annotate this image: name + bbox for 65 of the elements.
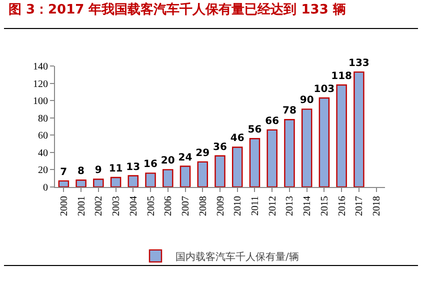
y-tick-label: 60 (38, 130, 48, 142)
bar (76, 179, 86, 187)
data-label: 13 (126, 162, 140, 173)
data-label: 56 (248, 124, 262, 136)
bar (301, 108, 312, 187)
bar (180, 166, 191, 187)
x-tick-label: 2011 (250, 196, 261, 216)
data-label: 16 (144, 159, 158, 170)
x-tick-label: 2004 (128, 196, 140, 216)
data-label: 11 (108, 163, 123, 174)
data-label: 103 (314, 84, 335, 95)
bar (284, 118, 295, 187)
x-tick-label: 2018 (372, 196, 383, 216)
y-tick-label: 140 (33, 62, 48, 72)
legend-label: 国内载客汽车千人保有量/辆 (176, 250, 299, 263)
bar (110, 176, 122, 187)
data-label: 20 (160, 156, 175, 167)
bar (58, 180, 70, 187)
bar (354, 71, 364, 187)
x-tick-label: 2015 (319, 196, 330, 216)
x-tick-label: 2008 (198, 196, 209, 216)
chart-title: 图 3：2017 年我国载客汽车千人保有量已经达到 133 辆 (8, 1, 346, 18)
y-tick-label: 120 (33, 78, 48, 90)
data-label: 7 (60, 166, 68, 178)
bar (128, 175, 139, 187)
x-tick-label: 2017 (354, 196, 366, 216)
data-label: 8 (78, 166, 85, 178)
x-tick-label: 2010 (232, 196, 244, 216)
x-tick-label: 2006 (163, 196, 174, 216)
y-tick-label: 80 (38, 113, 48, 124)
data-label: 118 (331, 71, 352, 82)
bar (336, 84, 347, 187)
bar (214, 155, 226, 187)
bar (318, 97, 330, 187)
bar (145, 172, 156, 187)
x-tick-label: 2007 (180, 196, 192, 216)
data-label: 66 (265, 116, 280, 127)
x-tick-label: 2005 (146, 196, 157, 216)
x-tick-label: 2014 (302, 196, 314, 216)
x-tick-label: 2016 (336, 196, 348, 216)
y-tick-label: 40 (38, 148, 48, 159)
x-tick-label: 2013 (284, 196, 296, 216)
x-tick-label: 2009 (215, 196, 226, 216)
data-label: 24 (178, 152, 192, 164)
bar (266, 129, 278, 187)
data-label: 29 (196, 148, 210, 159)
y-tick-label: 20 (38, 165, 48, 176)
bar (232, 146, 243, 187)
x-tick-label: 2003 (111, 196, 122, 216)
data-label: 90 (300, 95, 314, 106)
y-tick-label: 0 (43, 182, 48, 194)
y-tick-label: 100 (33, 96, 48, 108)
bar (93, 178, 104, 187)
data-label: 9 (94, 165, 102, 176)
x-tick-label: 2000 (58, 196, 70, 216)
data-label: 36 (213, 142, 227, 153)
data-label: 78 (282, 106, 296, 117)
x-tick-label: 2012 (267, 196, 278, 216)
bar (249, 138, 260, 187)
bar (197, 161, 208, 187)
x-tick-label: 2001 (76, 196, 88, 216)
bar (162, 169, 174, 187)
data-label: 46 (230, 133, 244, 144)
x-tick-label: 2002 (94, 196, 105, 216)
data-label: 133 (348, 58, 370, 70)
